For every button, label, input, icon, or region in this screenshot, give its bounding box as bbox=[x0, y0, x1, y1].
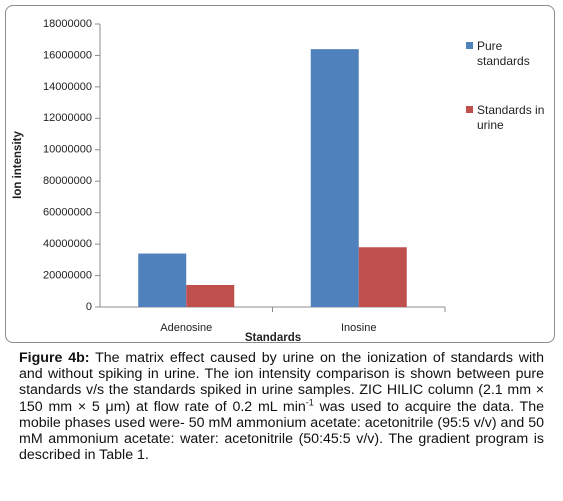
caption-text: The matrix effect caused by urine on the… bbox=[19, 350, 544, 415]
y-tick-label: 0 bbox=[86, 301, 92, 313]
y-tick-label: 60000000 bbox=[43, 207, 92, 219]
legend-item: Standards in urine bbox=[466, 103, 556, 133]
y-tick-label: 80000000 bbox=[43, 175, 92, 187]
caption: Figure 4b: The matrix effect caused by u… bbox=[19, 350, 544, 463]
legend-label: Standards in urine bbox=[477, 103, 545, 132]
y-tick-label: 18000000 bbox=[43, 18, 92, 30]
y-tick-label: 12000000 bbox=[43, 112, 92, 124]
y-tick-label: 14000000 bbox=[43, 81, 92, 93]
y-tick-label: 40000000 bbox=[43, 238, 92, 250]
legend-item: Pure standards bbox=[466, 39, 556, 69]
bar bbox=[138, 253, 187, 307]
caption-superscript: -1 bbox=[305, 396, 314, 407]
x-tick-label: Adenosine bbox=[160, 322, 212, 334]
x-tick-label: Inosine bbox=[341, 322, 376, 334]
chart: Ion intensity Standards 0 20000000 4000000… bbox=[12, 18, 446, 344]
bar bbox=[186, 284, 235, 307]
bar bbox=[310, 49, 359, 308]
legend-swatch bbox=[466, 42, 473, 49]
bar bbox=[358, 247, 407, 307]
y-tick-label: 10000000 bbox=[43, 144, 92, 156]
y-tick-label: 16000000 bbox=[43, 49, 92, 61]
caption-label: Figure 4b: bbox=[19, 350, 90, 366]
y-axis-title: Ion intensity bbox=[12, 131, 24, 199]
legend-label: Pure standards bbox=[477, 39, 530, 68]
y-tick-label: 20000000 bbox=[43, 269, 92, 281]
chart-frame bbox=[5, 5, 555, 343]
legend-swatch bbox=[466, 106, 473, 113]
caption-text-end: was used to acquire the data. The mobile… bbox=[19, 398, 545, 464]
x-axis-title: Standards bbox=[245, 332, 301, 344]
